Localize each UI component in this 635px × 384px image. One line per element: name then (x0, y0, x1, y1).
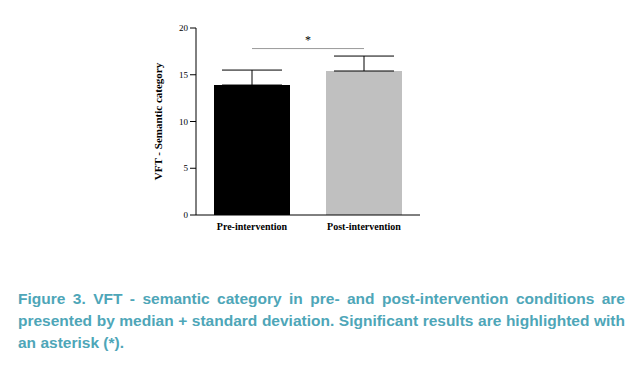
svg-text:10: 10 (179, 117, 189, 127)
html-text:Figure 3. VFT - semantic categ: Figure 3. VFT - semantic category in pre… (18, 290, 625, 351)
svg-text:*: * (305, 33, 311, 47)
svg-text:Pre-intervention: Pre-intervention (217, 221, 288, 232)
svg-text:5: 5 (184, 163, 189, 173)
svg-text:Post-intervention: Post-intervention (327, 221, 401, 232)
svg-text:VFT - Semantic category: VFT - Semantic category (152, 62, 164, 180)
svg-text:0: 0 (184, 210, 189, 220)
svg-text:15: 15 (179, 70, 189, 80)
svg-text:20: 20 (179, 23, 189, 33)
